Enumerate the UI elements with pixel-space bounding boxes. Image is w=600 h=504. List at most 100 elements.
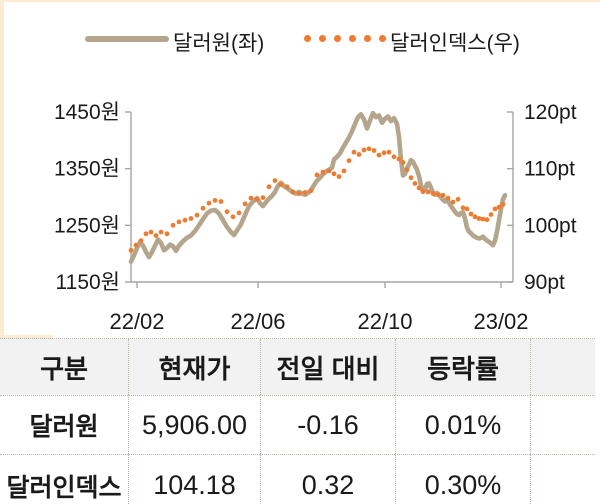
index-series-dot bbox=[266, 184, 272, 190]
x-axis-tick-label: 23/02 bbox=[473, 309, 528, 334]
index-series-dot bbox=[416, 185, 422, 191]
index-series-dot bbox=[218, 199, 224, 204]
index-series-dot bbox=[496, 204, 502, 210]
row-won-spacer bbox=[530, 395, 595, 454]
won-series-line bbox=[128, 110, 508, 264]
index-series-dot bbox=[440, 192, 446, 198]
left-axis-tick-label: 1250원 bbox=[54, 214, 120, 237]
index-series-dot bbox=[182, 217, 188, 223]
index-series-dot bbox=[468, 211, 474, 217]
row-won-label: 달러원 bbox=[0, 395, 128, 454]
index-series-dot bbox=[361, 147, 367, 153]
index-dots-swatch bbox=[304, 35, 386, 42]
index-series-dot bbox=[200, 205, 206, 211]
index-series-dot bbox=[194, 212, 200, 218]
left-axis-tick-label: 1450원 bbox=[54, 101, 120, 124]
index-series-dot bbox=[206, 200, 212, 206]
index-series-dot bbox=[460, 205, 466, 211]
index-series-dot bbox=[356, 152, 362, 157]
right-axis-tick-label: 100pt bbox=[524, 214, 577, 237]
index-series-dot bbox=[430, 191, 436, 197]
index-series-dot bbox=[260, 195, 266, 201]
index-series-dot bbox=[164, 231, 170, 237]
index-series-dot bbox=[381, 150, 387, 156]
index-series-dot bbox=[450, 199, 456, 205]
x-axis-tick-label: 22/02 bbox=[109, 309, 164, 334]
accent-strip-left bbox=[0, 0, 4, 341]
index-series-dot bbox=[176, 219, 182, 225]
fx-line-chart: 1450원 1350원 1250원 1150원 120pt 110pt 100pt 90pt 2… bbox=[54, 101, 577, 334]
index-series-dot bbox=[224, 209, 230, 215]
index-series-dot bbox=[480, 216, 486, 222]
index-series-dot bbox=[212, 198, 218, 203]
index-series-dot bbox=[302, 190, 308, 195]
index-series-dot bbox=[492, 206, 498, 212]
index-series-dot bbox=[254, 196, 260, 202]
index-series-dot bbox=[472, 214, 478, 220]
index-series-dot bbox=[148, 229, 154, 235]
row-won-change: -0.16 bbox=[260, 395, 395, 454]
index-series-dot bbox=[188, 216, 194, 221]
index-series-dot bbox=[230, 214, 236, 220]
col-header-pct: 등락률 bbox=[395, 339, 530, 395]
index-series-dot bbox=[153, 233, 159, 238]
index-series-dot bbox=[400, 160, 406, 165]
index-series-dot bbox=[341, 168, 347, 174]
legend-label-won: 달러원(좌) bbox=[173, 32, 265, 55]
index-series-dot bbox=[326, 168, 332, 174]
x-axis-tick-label: 22/10 bbox=[357, 309, 412, 334]
index-series-dot bbox=[320, 169, 326, 175]
index-series-dot bbox=[248, 195, 254, 201]
index-series-dot bbox=[425, 189, 431, 195]
x-axis-tick-label: 22/06 bbox=[230, 309, 285, 334]
chart-legend: 달러원(좌) 달러인덱스(우) bbox=[0, 26, 600, 55]
index-series-dot bbox=[464, 206, 470, 212]
row-won-price: 5,906.00 bbox=[128, 395, 260, 454]
index-series-dot bbox=[290, 189, 296, 195]
index-series-dot bbox=[351, 149, 357, 155]
index-series-dot bbox=[484, 217, 490, 223]
row-index-spacer bbox=[530, 454, 595, 504]
index-series-dot bbox=[435, 192, 441, 198]
index-series-dot bbox=[396, 156, 402, 162]
index-series-dot bbox=[133, 242, 139, 248]
index-series-dot bbox=[488, 212, 494, 218]
row-index-label: 달러인덱스 bbox=[0, 454, 128, 504]
right-axis-tick-label: 120pt bbox=[524, 101, 577, 124]
index-series-dot bbox=[404, 167, 410, 173]
index-series-dot bbox=[445, 195, 451, 201]
index-series-dot bbox=[296, 191, 302, 197]
index-series-dot bbox=[236, 210, 242, 216]
index-series-dot bbox=[408, 175, 414, 181]
index-series-dot bbox=[371, 148, 377, 153]
won-line-swatch bbox=[85, 36, 169, 42]
row-won-pct: 0.01% bbox=[395, 395, 530, 454]
index-series-dot bbox=[366, 146, 372, 152]
col-header-price: 현재가 bbox=[128, 339, 260, 395]
row-index-pct: 0.30% bbox=[395, 454, 530, 504]
index-series-dot bbox=[272, 178, 278, 184]
index-series-dot bbox=[278, 182, 284, 187]
row-index-change: 0.32 bbox=[260, 454, 395, 504]
left-axis-tick-label: 1350원 bbox=[54, 158, 120, 181]
col-header-spacer bbox=[530, 339, 595, 395]
index-series-dot bbox=[308, 188, 314, 194]
index-series-dot bbox=[138, 238, 144, 244]
index-series-dot bbox=[170, 222, 176, 228]
index-series-dot bbox=[500, 202, 506, 207]
right-axis-tick-label: 90pt bbox=[524, 271, 565, 294]
index-series-dot bbox=[476, 216, 482, 221]
index-series-dot bbox=[391, 154, 397, 160]
index-series-dot bbox=[158, 229, 164, 235]
index-series-dot bbox=[143, 231, 149, 237]
left-axis-tick-label: 1150원 bbox=[56, 271, 120, 294]
index-series-dot bbox=[242, 201, 248, 207]
col-header-change: 전일 대비 bbox=[260, 339, 395, 395]
index-series-dot bbox=[455, 196, 461, 202]
index-series-dot bbox=[346, 158, 352, 164]
accent-strip-top bbox=[0, 0, 600, 2]
index-series-dot bbox=[284, 184, 290, 190]
index-series-dot bbox=[314, 172, 320, 178]
index-series-dot bbox=[336, 174, 342, 180]
